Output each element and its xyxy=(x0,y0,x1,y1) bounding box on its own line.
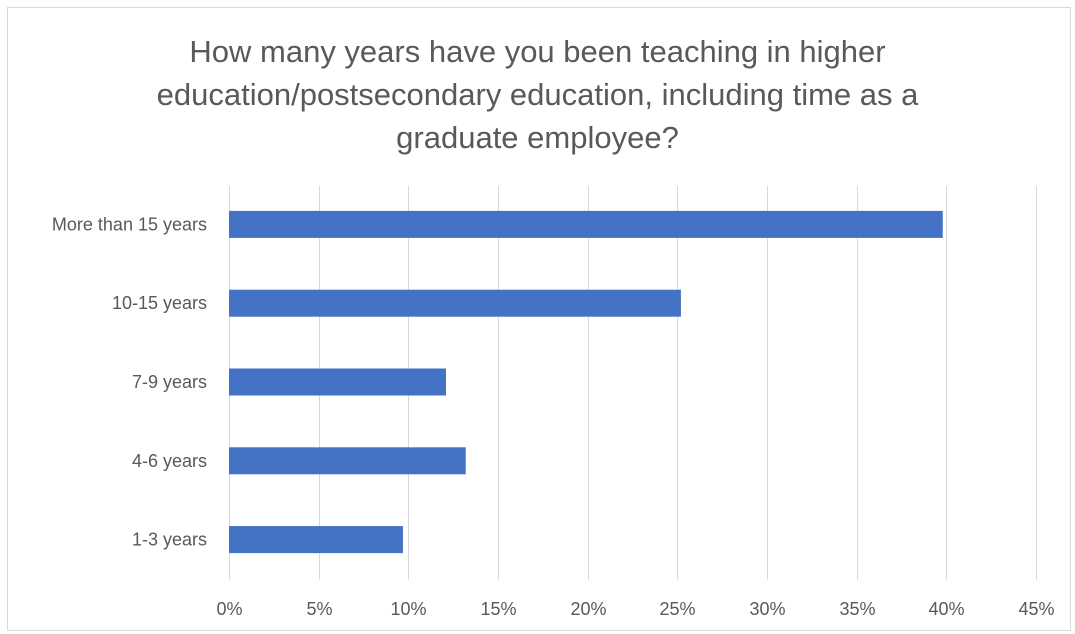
x-tick-label: 45% xyxy=(1018,599,1054,619)
category-label: 7-9 years xyxy=(132,372,207,392)
category-label: 1-3 years xyxy=(132,530,207,550)
chart-title-line-1: How many years have you been teaching in… xyxy=(189,34,886,69)
chart-frame xyxy=(7,7,1071,631)
x-tick-label: 0% xyxy=(216,599,242,619)
chart-title-line-2: education/postsecondary education, inclu… xyxy=(156,77,919,112)
category-label: 4-6 years xyxy=(132,451,207,471)
bar xyxy=(229,289,681,317)
bar xyxy=(229,447,466,475)
x-tick-label: 30% xyxy=(749,599,785,619)
x-tick-label: 10% xyxy=(390,599,426,619)
x-tick-label: 25% xyxy=(659,599,695,619)
bar xyxy=(229,526,403,554)
category-label: 10-15 years xyxy=(112,293,207,313)
bar xyxy=(229,210,943,238)
x-tick-label: 40% xyxy=(928,599,964,619)
bar-layer xyxy=(229,210,943,554)
x-tick-label: 20% xyxy=(570,599,606,619)
x-tick-label: 5% xyxy=(306,599,332,619)
value-axis: 0% 5% 10% 15% 20% 25% 30% 35% 40% 45% xyxy=(216,599,1054,619)
x-tick-label: 35% xyxy=(839,599,875,619)
x-tick-label: 15% xyxy=(480,599,516,619)
chart-title: How many years have you been teaching in… xyxy=(0,30,1075,159)
bar xyxy=(229,368,446,396)
chart-title-line-3: graduate employee? xyxy=(396,120,679,155)
category-axis: More than 15 years 10-15 years 7-9 years 4-… xyxy=(52,214,207,549)
category-label: More than 15 years xyxy=(52,214,207,234)
